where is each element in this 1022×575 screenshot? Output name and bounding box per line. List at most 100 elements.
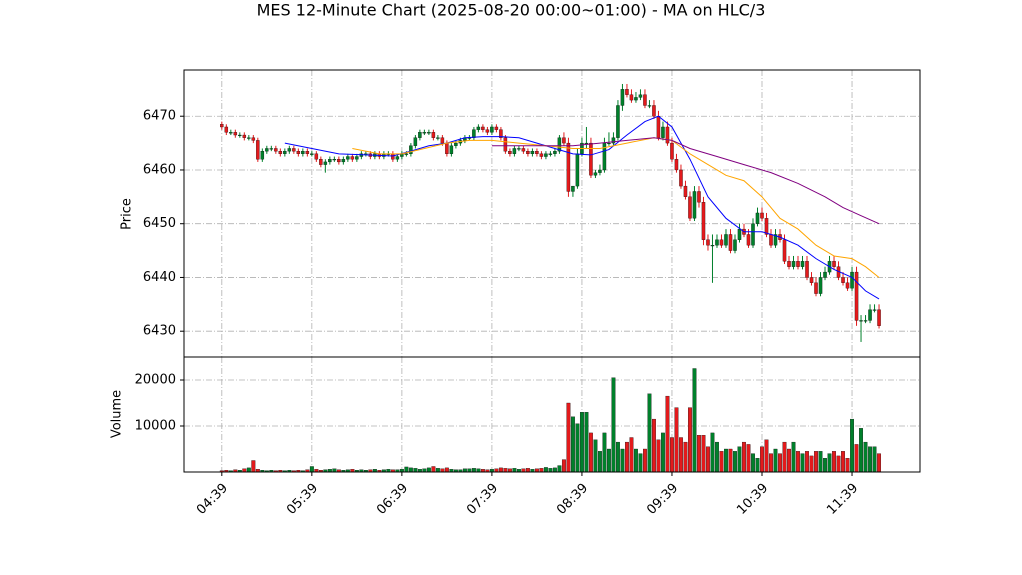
candle-body	[431, 132, 436, 138]
candle-body	[454, 142, 458, 146]
volume-bar	[602, 432, 607, 473]
volume-bar	[683, 441, 688, 473]
volume-bar	[426, 467, 431, 473]
x-tick-label: 11:39	[824, 481, 861, 518]
volume-bar	[787, 448, 791, 473]
volume-bar	[742, 441, 746, 473]
candle-body	[287, 148, 292, 152]
volume-bar	[566, 402, 571, 473]
candle-body	[472, 129, 476, 138]
candle-body	[746, 234, 751, 246]
volume-bar	[832, 451, 836, 473]
candle-body	[814, 282, 818, 294]
candle-body	[872, 309, 877, 311]
volume-bar	[706, 446, 710, 473]
y-tick-label: 6470	[143, 109, 176, 124]
candle-body	[566, 142, 571, 192]
candle-body	[575, 153, 580, 187]
candle-body	[706, 239, 710, 246]
candle-body	[544, 153, 548, 157]
candle-body	[629, 94, 634, 101]
volume-bar	[778, 453, 782, 473]
candle-body	[818, 277, 823, 294]
candle-body	[800, 261, 805, 267]
volume-bar	[629, 437, 634, 473]
candle-body	[715, 239, 719, 246]
candle-body	[625, 89, 629, 95]
volume-bar	[674, 407, 679, 473]
candle-body	[589, 142, 593, 176]
x-tick-label: 05:39	[284, 481, 321, 518]
candle-body	[242, 134, 247, 138]
candle-body	[256, 140, 260, 160]
candle-body	[737, 228, 742, 240]
volume-bar	[670, 437, 674, 473]
candle-body	[481, 126, 485, 130]
candle-body	[229, 132, 233, 134]
volume-bar	[665, 395, 670, 473]
ma-line	[284, 115, 880, 300]
x-tick-label: 04:39	[194, 481, 231, 518]
candle-body	[449, 145, 454, 154]
volume-bar	[309, 466, 314, 473]
candle-body	[760, 212, 764, 219]
volume-bar	[557, 465, 562, 473]
volume-bar	[647, 393, 652, 473]
volume-bar	[737, 446, 742, 473]
candle-body	[260, 151, 265, 160]
candle-body	[251, 137, 256, 141]
candle-body	[598, 169, 602, 173]
candle-body	[782, 239, 787, 262]
candle-body	[220, 124, 224, 128]
x-tick-label: 07:39	[464, 481, 501, 518]
volume-bar	[552, 467, 557, 473]
candle-body	[490, 126, 494, 133]
volume-bar	[624, 441, 629, 473]
candle-body	[665, 126, 670, 144]
volume-bar	[764, 439, 769, 473]
volume-bar	[543, 467, 548, 473]
ma-line	[491, 137, 880, 225]
candle-body	[719, 239, 724, 246]
candle-body	[854, 271, 859, 321]
candle-body	[674, 159, 679, 171]
candle-body	[494, 126, 499, 130]
candle-body	[647, 105, 652, 107]
candle-body	[571, 185, 575, 192]
volume-bar	[656, 439, 661, 473]
candle-body	[845, 282, 850, 289]
candle-body	[548, 153, 553, 155]
candle-body	[413, 137, 418, 146]
candle-body	[769, 234, 773, 246]
candle-body	[233, 132, 238, 136]
candle-body	[863, 320, 868, 322]
volume-bar	[773, 448, 778, 473]
volume-bar	[444, 467, 449, 473]
candle-body	[859, 320, 863, 322]
chart-title: MES 12-Minute Chart (2025-08-20 00:00~01…	[257, 1, 766, 20]
candle-body	[485, 129, 490, 133]
candle-body	[607, 142, 611, 145]
volume-bar	[872, 446, 877, 473]
volume-bar	[620, 448, 625, 473]
volume-bar	[809, 455, 814, 473]
y-tick-label: 6430	[143, 324, 176, 339]
volume-bar	[863, 441, 868, 473]
candle-body	[328, 159, 332, 163]
candle-body	[638, 94, 643, 98]
y-axis-label: Price	[120, 198, 135, 230]
candle-body	[526, 151, 530, 154]
candle-body	[764, 218, 769, 235]
candle-body	[535, 151, 539, 154]
volume-bar	[805, 451, 809, 473]
volume-bar	[584, 412, 589, 473]
candle-body	[341, 159, 346, 163]
candle-body	[323, 161, 328, 165]
volume-bar	[408, 467, 413, 473]
candle-body	[319, 159, 323, 165]
candle-body	[805, 261, 809, 278]
volume-bar	[760, 446, 764, 473]
candle-body	[355, 156, 359, 160]
candle-body	[445, 142, 449, 154]
y-tick-label: 6450	[143, 216, 176, 231]
